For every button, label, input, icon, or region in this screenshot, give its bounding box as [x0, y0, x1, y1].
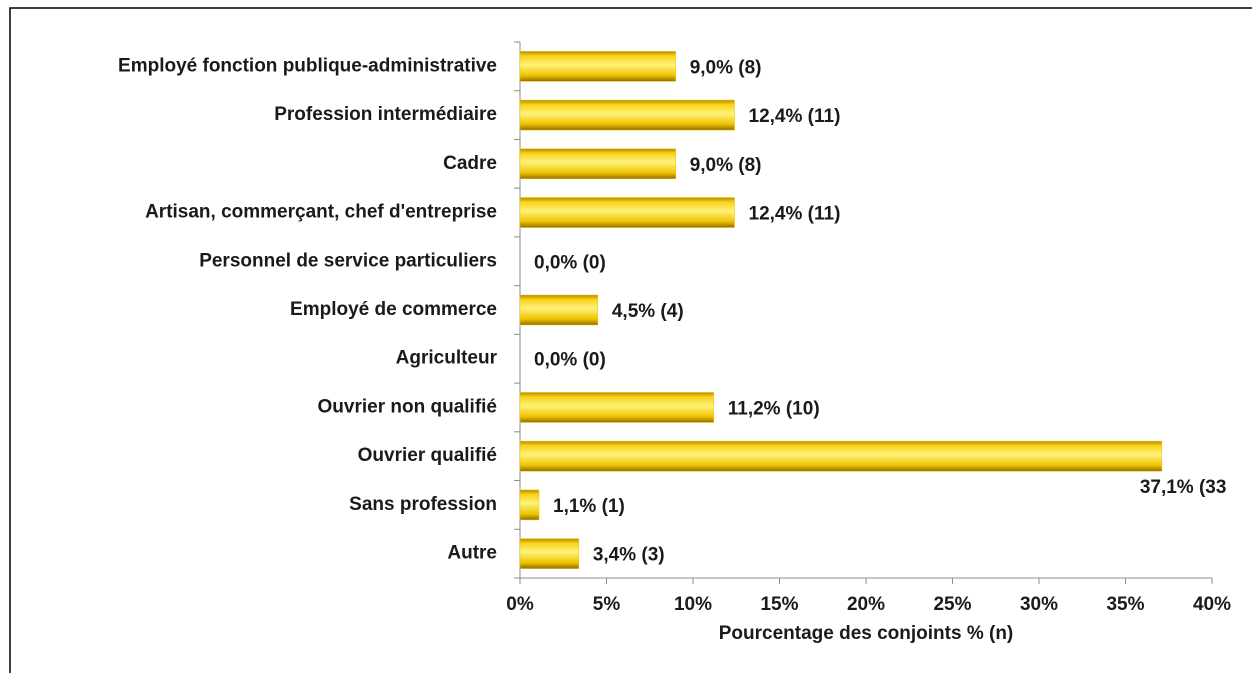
bar [519, 148, 676, 180]
data-label: 9,0% (8) [690, 57, 762, 78]
y-tick-label: Ouvrier non qualifié [318, 396, 497, 417]
y-tick-label: Sans profession [349, 494, 497, 515]
data-label: 9,0% (8) [690, 155, 762, 176]
data-label: 11,2% (10) [728, 398, 820, 419]
y-tick-label: Personnel de service particuliers [199, 250, 497, 271]
frame [9, 7, 1252, 673]
data-label: 37,1% (33 [1140, 477, 1227, 498]
x-tick-label: 0% [506, 594, 534, 615]
x-tick-label: 5% [593, 594, 621, 615]
x-tick-label: 30% [1020, 594, 1058, 615]
data-label: 12,4% (11) [749, 106, 841, 127]
data-label: 4,5% (4) [612, 301, 684, 322]
y-tick-label: Ouvrier qualifié [358, 445, 497, 466]
y-tick-label: Autre [447, 543, 497, 564]
x-tick-label: 40% [1193, 594, 1231, 615]
data-label: 3,4% (3) [593, 545, 665, 566]
data-label: 12,4% (11) [749, 204, 841, 225]
y-tick-label: Artisan, commerçant, chef d'entreprise [145, 202, 497, 223]
x-tick-label: 15% [760, 594, 798, 615]
bar [519, 392, 715, 423]
data-label: 0,0% (0) [534, 350, 606, 371]
bar [519, 294, 599, 326]
y-tick-label: Employé de commerce [290, 299, 497, 320]
x-tick-label: 25% [933, 594, 971, 615]
x-tick-label: 35% [1106, 594, 1144, 615]
bar [519, 197, 735, 228]
bar [519, 538, 580, 569]
bar [519, 99, 735, 131]
bar [519, 489, 540, 521]
x-tick-label: 10% [674, 594, 712, 615]
y-tick-label: Cadre [443, 153, 497, 174]
bar [519, 440, 1163, 472]
x-axis-label: Pourcentage des conjoints % (n) [719, 623, 1014, 644]
data-label: 1,1% (1) [553, 496, 625, 517]
y-tick-label: Employé fonction publique-administrative [118, 55, 497, 76]
y-tick-label: Agriculteur [396, 348, 498, 369]
y-tick-label: Profession intermédiaire [274, 104, 497, 125]
bar [519, 51, 676, 82]
x-tick-label: 20% [847, 594, 885, 615]
data-label: 0,0% (0) [534, 252, 606, 273]
